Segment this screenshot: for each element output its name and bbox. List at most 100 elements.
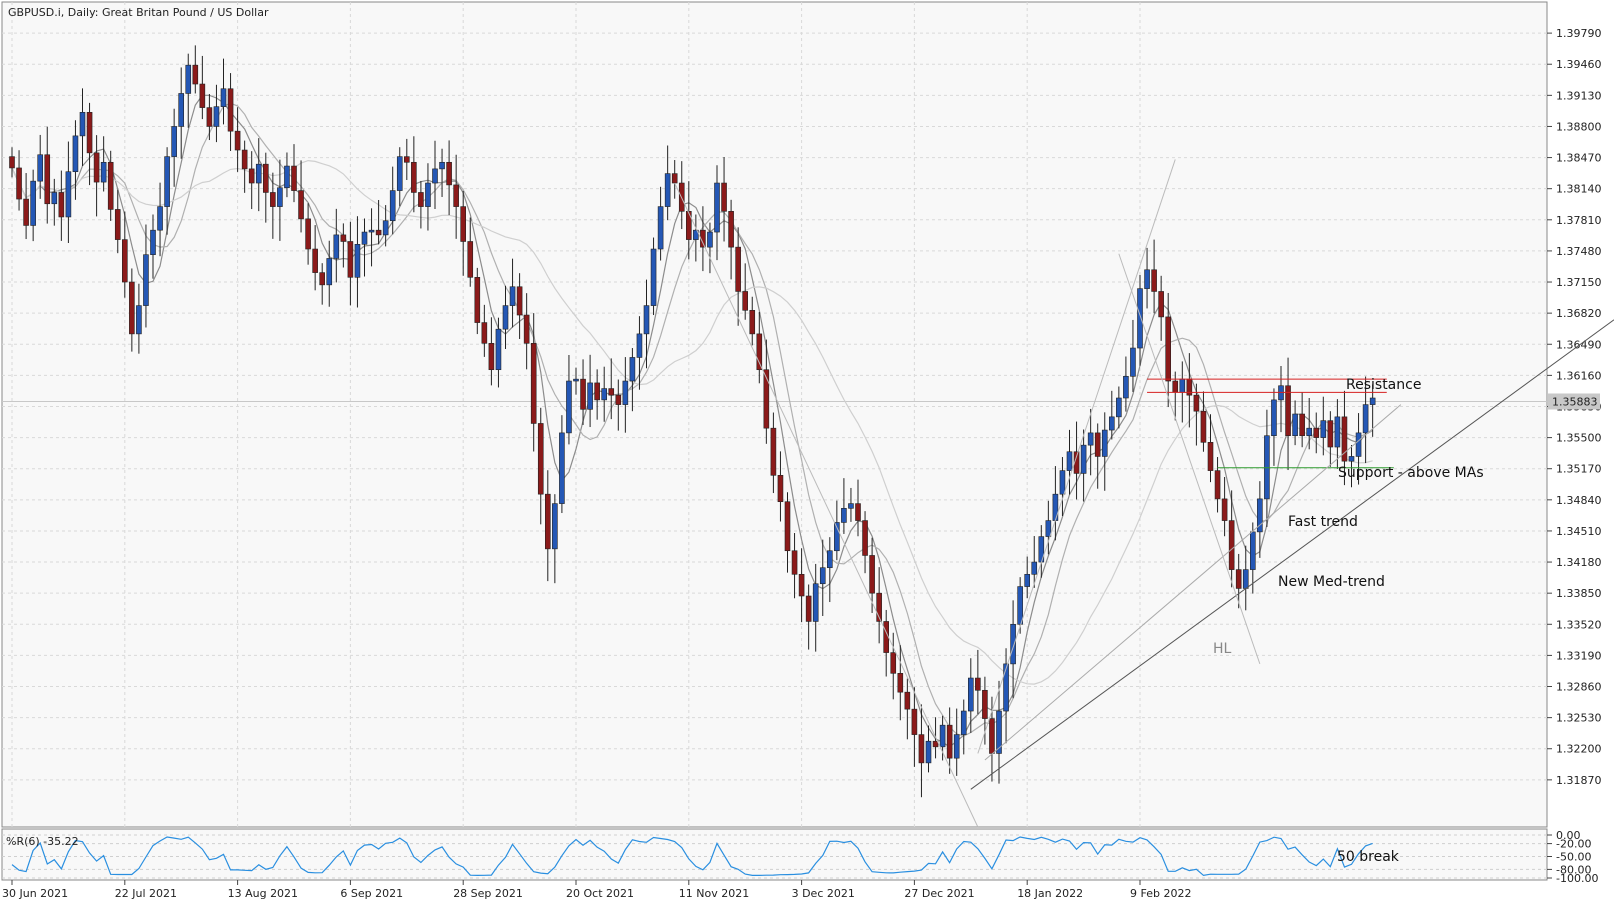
candle-body	[467, 241, 474, 278]
candle-body	[453, 184, 459, 207]
candle-body	[1193, 394, 1200, 412]
candle-body	[939, 724, 946, 748]
indicator-plot-area	[1, 828, 1548, 881]
candle-body	[122, 239, 128, 283]
price-tick-label: 1.39790	[1556, 27, 1602, 40]
candle-body	[1228, 520, 1235, 570]
candle-body	[1242, 569, 1249, 589]
candle-body	[1144, 269, 1150, 289]
candle-body	[361, 231, 368, 245]
candle-body	[650, 248, 657, 306]
date-axis: 30 Jun 2021 22 Jul 2021 13 Aug 2021 6 Sep 2…	[2, 880, 1191, 900]
candle-body	[171, 126, 177, 157]
candle-body	[573, 378, 579, 382]
price-tick-label: 1.38470	[1556, 152, 1602, 165]
chart-title: GBPUSD.i, Daily: Great Britan Pound / US…	[8, 6, 269, 19]
candle-body	[1010, 623, 1016, 665]
candle-body	[396, 156, 403, 191]
candle-body	[996, 710, 1002, 754]
candle-body	[594, 382, 600, 401]
candle-body	[544, 493, 551, 550]
candle-body	[756, 333, 763, 371]
candle-body	[481, 322, 488, 344]
date-tick-label: 18 Jan 2022	[1017, 887, 1083, 900]
candle-body	[876, 592, 882, 622]
candle-body	[516, 286, 523, 316]
candle-body	[326, 258, 333, 286]
candle-body	[58, 192, 65, 218]
candle-body	[862, 520, 868, 556]
candle-body	[129, 281, 135, 335]
price-tick-label: 1.35500	[1556, 432, 1602, 445]
candle-body	[319, 272, 326, 286]
price-tick-label: 1.36820	[1556, 307, 1602, 320]
date-tick-label: 11 Nov 2021	[679, 887, 749, 900]
candle-body	[136, 305, 142, 335]
candle-body	[960, 710, 967, 735]
candle-body	[277, 187, 283, 207]
candle-body	[262, 163, 269, 193]
date-tick-label: 28 Sep 2021	[453, 887, 523, 900]
candle-body	[199, 83, 206, 108]
candle-body	[1200, 410, 1207, 443]
price-tick-label: 1.39460	[1556, 58, 1602, 71]
candle-body	[1355, 432, 1362, 457]
candle-body	[904, 691, 911, 710]
price-axis: 1.39790 1.39460 1.39130 1.38800 1.38470 1.381…	[1547, 27, 1602, 787]
candle-body	[164, 156, 170, 207]
williams-r-indicator: 0.00-20.00-50.00-80.00-100.00	[2, 829, 1598, 885]
candle-body	[946, 724, 953, 759]
candle-body	[298, 190, 304, 220]
date-tick-label: 6 Sep 2021	[340, 887, 403, 900]
candle-body	[714, 182, 720, 233]
candle-body	[552, 503, 558, 550]
candle-body	[1313, 427, 1320, 438]
med-trend-line	[970, 319, 1614, 790]
candle-body	[1059, 470, 1066, 495]
fast-trend-line	[984, 404, 1402, 761]
candle-body	[819, 567, 826, 585]
candle-body	[1137, 288, 1143, 349]
candle-body	[784, 501, 791, 552]
price-tick-label: 1.34840	[1556, 494, 1602, 507]
candle-body	[488, 343, 495, 371]
candle-body	[446, 161, 452, 186]
price-tick-label: 1.36160	[1556, 369, 1602, 382]
candle-body	[1116, 397, 1122, 418]
candle-body	[107, 161, 114, 210]
candle-body	[255, 163, 262, 184]
candle-body	[411, 161, 417, 193]
price-tick-label: 1.36490	[1556, 338, 1602, 351]
candle-body	[615, 394, 622, 405]
date-tick-label: 9 Feb 2022	[1130, 887, 1191, 900]
candle-body	[1017, 586, 1023, 625]
candle-body	[333, 234, 340, 259]
price-tick-label: 1.33520	[1556, 618, 1602, 631]
candle-body	[989, 718, 995, 754]
candle-body	[918, 734, 925, 764]
candle-body	[248, 168, 255, 184]
candle-body	[1123, 376, 1129, 399]
date-tick-label: 22 Jul 2021	[115, 887, 177, 900]
price-tick-label: 1.33190	[1556, 649, 1602, 662]
candle-body	[707, 231, 713, 248]
candle-body	[354, 244, 361, 278]
candle-body	[1306, 427, 1312, 437]
candle-body	[284, 165, 290, 189]
candle-body	[791, 550, 798, 575]
candle-body	[178, 93, 184, 127]
wr-level-label: -20.00	[1556, 838, 1591, 851]
candle-body	[671, 173, 678, 184]
candle-body	[798, 574, 805, 597]
candle-body	[1214, 470, 1221, 500]
candle-body	[1207, 442, 1214, 471]
candle-body	[855, 503, 861, 521]
candle-body	[601, 388, 608, 401]
candle-body	[685, 211, 692, 240]
candle-body	[777, 475, 784, 503]
candle-body	[425, 182, 431, 207]
candle-body	[474, 277, 481, 323]
candle-body	[643, 305, 650, 335]
steep-trend-line	[977, 159, 1176, 754]
price-tick-label: 1.37150	[1556, 276, 1602, 289]
